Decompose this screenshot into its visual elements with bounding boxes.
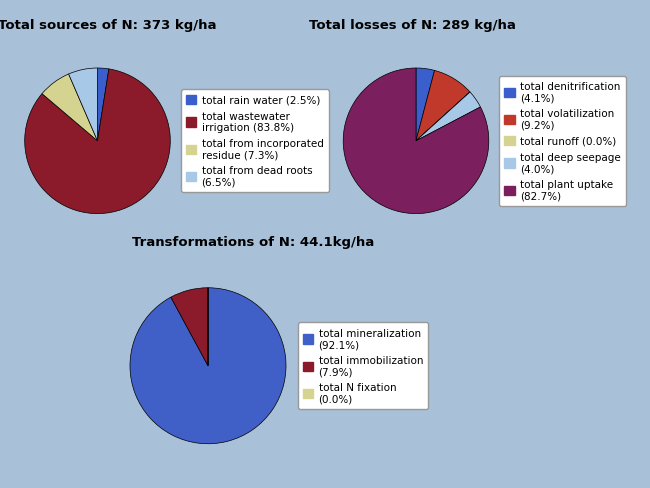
Text: Transformations of N: 44.1kg/ha: Transformations of N: 44.1kg/ha <box>133 236 374 249</box>
Wedge shape <box>25 70 170 214</box>
Legend: total denitrification
(4.1%), total volatilization
(9.2%), total runoff (0.0%), : total denitrification (4.1%), total vola… <box>499 77 626 206</box>
Wedge shape <box>416 93 470 142</box>
Wedge shape <box>42 75 98 142</box>
Wedge shape <box>416 71 470 142</box>
Wedge shape <box>416 93 480 142</box>
Wedge shape <box>130 288 286 444</box>
Legend: total rain water (2.5%), total wastewater
irrigation (83.8%), total from incorpo: total rain water (2.5%), total wastewate… <box>181 90 329 193</box>
Legend: total mineralization
(92.1%), total immobilization
(7.9%), total N fixation
(0.0: total mineralization (92.1%), total immo… <box>298 323 428 409</box>
Text: Total sources of N: 373 kg/ha: Total sources of N: 373 kg/ha <box>0 19 216 32</box>
Wedge shape <box>416 69 435 142</box>
Wedge shape <box>69 69 97 142</box>
Wedge shape <box>98 69 109 142</box>
Wedge shape <box>171 288 208 366</box>
Wedge shape <box>343 69 489 214</box>
Text: Total losses of N: 289 kg/ha: Total losses of N: 289 kg/ha <box>309 19 516 32</box>
